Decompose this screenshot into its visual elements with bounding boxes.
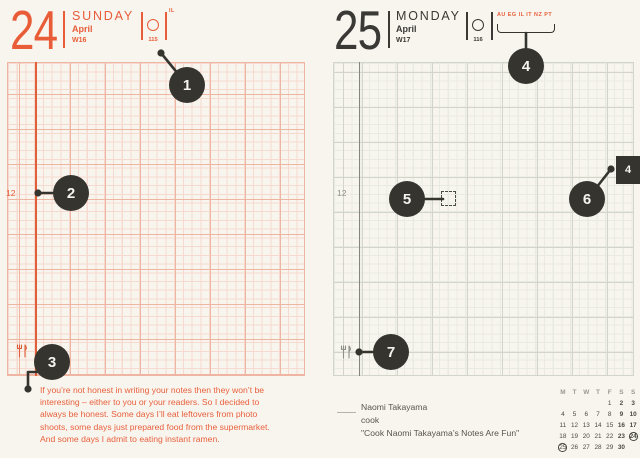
left-grid-paper (7, 62, 305, 376)
calendar-day: 17 (629, 422, 637, 429)
calendar-weekday: S (631, 389, 636, 396)
month-index-tab: 4 (616, 156, 640, 184)
calendar-day: 28 (594, 444, 602, 451)
calendar-day: 30 (617, 444, 625, 451)
left-weekday-label: SUNDAY (72, 9, 134, 23)
right-month-label: April (396, 24, 417, 34)
calendar-day: 3 (631, 400, 635, 407)
meal-fork-knife-icon (340, 345, 351, 359)
callout-2-noon-marker[interactable]: 2 (53, 175, 89, 211)
calendar-day: 23 (617, 433, 625, 440)
calendar-day: 6 (584, 411, 589, 418)
credit-dash (337, 412, 356, 414)
right-weekday-block: MONDAY April W17 (396, 10, 461, 44)
right-moon-bar (491, 12, 493, 40)
calendar-day: 4 (561, 411, 565, 418)
right-time-axis-line (358, 62, 360, 376)
right-grid-paper (333, 62, 634, 376)
left-day-number: 24 (10, 0, 58, 61)
right-holiday-codes: AU EG IL IT NZ PT (497, 12, 553, 18)
callout-3-meal-note[interactable]: 3 (34, 344, 70, 380)
calendar-weekday: W (583, 389, 590, 396)
left-noon-label: 12 (6, 188, 16, 198)
calendar-day: 19 (571, 433, 579, 440)
left-moon-bar (141, 12, 143, 40)
calendar-day: 12 (571, 422, 579, 429)
calendar-day: 1 (607, 400, 612, 407)
calendar-day: 13 (582, 422, 590, 429)
mini-calendar: M T W T F S S 1 2 3 4 5 6 7 8 9 10 11 12 13 14 15 16 17 18 19 20 21… (557, 387, 639, 453)
left-week-number: W16 (72, 37, 87, 44)
calendar-day: 7 (596, 411, 600, 418)
calendar-day: 24 (628, 432, 638, 441)
calendar-weekday: T (596, 389, 600, 396)
calendar-day: 16 (617, 422, 625, 429)
left-header-divider (63, 11, 65, 48)
callout-7-meal-icon[interactable]: 7 (373, 334, 409, 370)
calendar-day: 8 (607, 411, 612, 418)
right-day-number: 25 (334, 0, 382, 61)
moon-phase-icon (472, 19, 484, 31)
page-right-monday: 25 MONDAY April W17 116 AU EG IL IT NZ P… (320, 0, 640, 458)
calendar-day: 11 (559, 422, 567, 429)
calendar-weekday: F (607, 389, 612, 396)
calendar-day: 5 (572, 411, 577, 418)
callout-1-day-count[interactable]: 1 (169, 67, 205, 103)
calendar-day: 15 (606, 422, 614, 429)
callout-6-month-tab[interactable]: 6 (569, 181, 605, 217)
left-moon-bar (165, 12, 167, 40)
calendar-day: 25 (558, 443, 568, 452)
calendar-day: 20 (582, 433, 590, 440)
calendar-day: 14 (594, 422, 602, 429)
right-week-number: W17 (396, 37, 411, 44)
calendar-weekday: M (560, 389, 566, 396)
calendar-day: 18 (559, 433, 567, 440)
calendar-day: 29 (606, 444, 614, 451)
right-noon-label: 12 (337, 188, 347, 198)
left-weekday-block: SUNDAY April W16 (72, 10, 134, 44)
left-time-axis-line (35, 62, 37, 376)
calendar-day: 26 (571, 444, 579, 451)
left-day-of-year: 115 (148, 37, 158, 43)
calendar-day: 2 (619, 400, 624, 407)
right-header-divider (388, 11, 390, 48)
left-holiday-codes: IL (169, 8, 175, 14)
right-day-of-year: 116 (473, 37, 483, 43)
meal-fork-knife-icon (16, 344, 27, 358)
credit-name: Naomi Takayama (361, 402, 428, 412)
page-left-sunday: 24 SUNDAY April W16 115 IL 12 If you’re … (6, 0, 305, 444)
calendar-day: 9 (619, 411, 624, 418)
left-month-label: April (72, 24, 93, 34)
calendar-day: 22 (606, 433, 614, 440)
credit-block: Naomi Takayama cook "Cook Naomi Takayama… (361, 401, 519, 440)
callout-5-grid-cell[interactable]: 5 (389, 181, 425, 217)
calendar-day: 10 (629, 411, 637, 418)
calendar-weekday: S (619, 389, 624, 396)
credit-role: cook (361, 415, 380, 425)
callout-4-holidays[interactable]: 4 (508, 48, 544, 84)
moon-phase-icon (147, 19, 159, 31)
credit-work: "Cook Naomi Takayama’s Notes Are Fun" (361, 428, 520, 438)
right-moon-bar (466, 12, 468, 40)
calendar-weekday: T (572, 389, 577, 396)
calendar-day: 21 (594, 433, 602, 440)
calendar-day: 27 (582, 444, 590, 451)
sample-note-text: If you’re not honest in writing your not… (40, 385, 270, 444)
right-weekday-label: MONDAY (396, 9, 461, 23)
